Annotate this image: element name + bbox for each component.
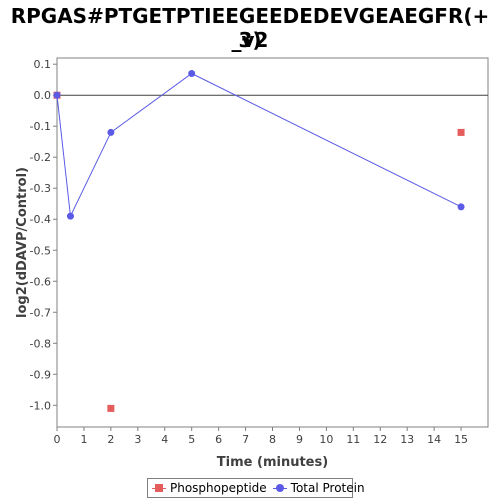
x-tick-label: 10	[319, 433, 333, 446]
x-tick-label: 3	[134, 433, 141, 446]
y-tick-label: -0.8	[30, 337, 51, 350]
y-axis-label: log2(dDAVP/Control)	[15, 167, 30, 318]
data-point-total-protein	[107, 128, 115, 136]
x-tick-label: 4	[161, 433, 168, 446]
x-tick-label: 8	[269, 433, 276, 446]
data-point-total-protein	[188, 70, 196, 78]
x-tick-label: 1	[80, 433, 87, 446]
legend-item-phosphopeptide: Phosphopeptide	[152, 481, 267, 495]
x-axis-label: Time (minutes)	[217, 455, 328, 470]
y-tick-label: -0.5	[30, 244, 51, 257]
legend-item-total-protein: Total Protein	[272, 481, 365, 495]
legend-swatch-phosphopeptide	[152, 483, 166, 493]
x-tick-label: 5	[188, 433, 195, 446]
x-tick-label: 15	[454, 433, 468, 446]
x-tick-label: 12	[373, 433, 387, 446]
x-tick-label: 13	[400, 433, 414, 446]
chart-legend: Phosphopeptide Total Protein	[147, 478, 365, 498]
x-tick-label: 2	[107, 433, 114, 446]
data-point-phosphopeptide	[107, 404, 115, 412]
legend-label-total-protein: Total Protein	[290, 481, 365, 495]
y-tick-label: -0.4	[30, 213, 51, 226]
x-tick-label: 6	[215, 433, 222, 446]
y-tick-label: -0.6	[30, 275, 51, 288]
chart-title-line2: _v2	[231, 28, 269, 52]
y-tick-label: -0.2	[30, 151, 51, 164]
x-tick-label: 14	[427, 433, 441, 446]
legend-swatch-total-protein	[272, 483, 287, 493]
x-tick-label: 11	[346, 433, 360, 446]
data-point-total-protein	[53, 91, 61, 99]
data-point-total-protein	[66, 212, 74, 220]
x-tick-label: 0	[54, 433, 61, 446]
x-tick-label: 7	[242, 433, 249, 446]
data-point-total-protein	[457, 203, 465, 211]
y-tick-label: -1.0	[30, 399, 51, 412]
data-point-phosphopeptide	[457, 128, 465, 136]
y-tick-label: 0.1	[34, 58, 52, 71]
y-tick-label: -0.1	[30, 120, 51, 133]
y-tick-label: 0.0	[34, 89, 52, 102]
y-tick-label: -0.9	[30, 368, 51, 381]
x-tick-label: 9	[296, 433, 303, 446]
y-tick-label: -0.3	[30, 182, 51, 195]
y-tick-label: -0.7	[30, 306, 51, 319]
legend-label-phosphopeptide: Phosphopeptide	[170, 481, 267, 495]
chart-title-line1: RPGAS#PTGETPTIEEGEEDEDEVGEAEGFR(+ 3)	[10, 4, 490, 52]
